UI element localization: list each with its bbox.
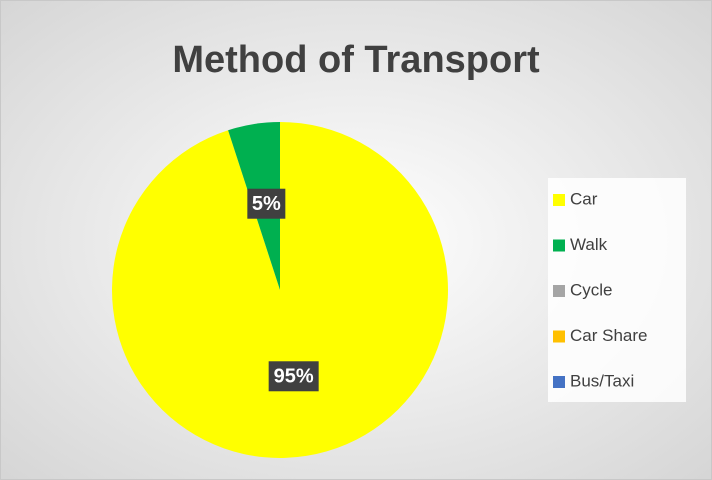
legend-swatch <box>553 194 565 206</box>
legend-label: Walk <box>570 235 608 254</box>
chart-title: Method of Transport <box>172 39 540 81</box>
legend-label: Car Share <box>570 326 647 345</box>
data-label-box <box>247 188 286 219</box>
data-label-box <box>268 361 319 392</box>
legend-swatch <box>553 239 565 252</box>
legend-swatch <box>553 330 565 343</box>
data-label: 5% <box>252 193 281 215</box>
legend-label: Car <box>570 189 598 208</box>
legend-swatch <box>553 376 565 388</box>
legend-label: Bus/Taxi <box>570 371 634 390</box>
legend-box <box>548 178 686 402</box>
legend-swatch <box>553 285 565 297</box>
data-label: 95% <box>274 366 314 388</box>
legend-label: Cycle <box>570 280 613 299</box>
